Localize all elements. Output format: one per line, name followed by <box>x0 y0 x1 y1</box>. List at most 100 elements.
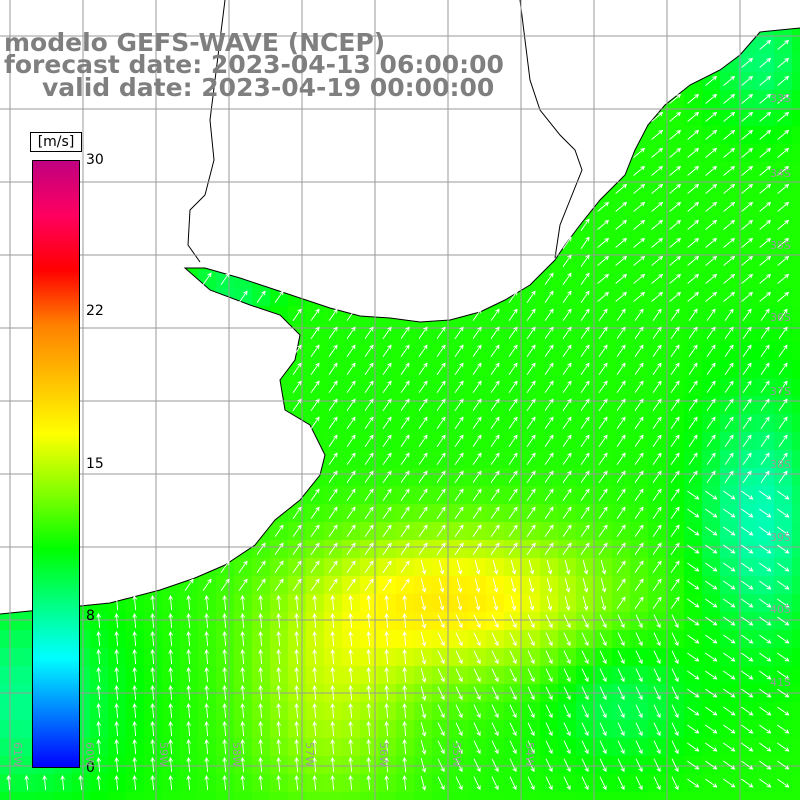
wind-arrow <box>563 668 571 683</box>
wind-arrow <box>436 326 446 339</box>
wind-arrow <box>491 758 499 773</box>
lon-label: 61W <box>11 742 24 767</box>
wind-arrow <box>741 508 754 518</box>
wind-arrow <box>222 685 227 701</box>
wind-arrow <box>364 398 374 411</box>
wind-arrow <box>186 667 191 683</box>
wind-arrow <box>96 739 101 755</box>
lat-label: 36S <box>770 311 791 324</box>
wind-arrow <box>723 670 736 680</box>
wind-arrow <box>364 380 374 393</box>
wind-arrow <box>132 667 137 683</box>
speed-cell <box>792 252 800 271</box>
wind-arrow <box>473 686 481 701</box>
wind-arrow <box>742 326 752 339</box>
speed-cell <box>0 702 19 721</box>
wind-arrow <box>527 686 535 701</box>
wind-arrow <box>653 614 661 629</box>
wind-arrow <box>310 488 320 501</box>
wind-arrow <box>418 470 428 483</box>
wind-arrow <box>741 165 754 176</box>
wind-arrow <box>454 380 464 393</box>
wind-arrow <box>634 380 644 393</box>
wind-arrow <box>436 416 446 429</box>
wind-arrow <box>456 596 463 611</box>
wind-arrow <box>437 740 445 755</box>
wind-arrow <box>276 649 281 665</box>
wind-arrow <box>670 398 680 411</box>
wind-arrow <box>563 740 571 755</box>
wind-arrow <box>400 434 410 447</box>
wind-arrow <box>202 272 212 285</box>
wind-arrow <box>402 631 407 647</box>
wind-arrow <box>760 380 770 393</box>
wind-arrow <box>150 631 155 647</box>
wind-arrow <box>741 93 754 104</box>
wind-arrow <box>741 129 754 140</box>
wind-arrow <box>274 578 284 591</box>
wind-arrow <box>723 93 736 104</box>
wind-arrow <box>615 183 628 194</box>
wind-arrow <box>671 722 679 737</box>
wind-arrow <box>706 308 716 321</box>
wind-arrow <box>454 470 464 483</box>
wind-arrow <box>420 614 427 629</box>
wind-arrow <box>204 595 209 611</box>
wind-arrow <box>759 93 772 104</box>
wind-arrow <box>346 488 356 501</box>
wind-arrow <box>546 596 553 611</box>
wind-arrow <box>220 560 230 573</box>
wind-arrow <box>418 524 428 537</box>
wind-arrow <box>581 722 589 737</box>
speed-cell <box>18 702 37 721</box>
wind-arrow <box>292 578 302 591</box>
wind-arrow <box>96 667 101 683</box>
wind-arrow <box>114 631 119 647</box>
wind-arrow <box>364 578 374 591</box>
wind-arrow <box>454 524 464 537</box>
wind-arrow <box>723 724 736 734</box>
wind-arrow <box>186 721 191 737</box>
wind-arrow <box>777 616 790 626</box>
wind-arrow <box>777 490 790 500</box>
speed-cell <box>216 792 235 800</box>
wind-arrow <box>222 775 227 791</box>
wind-arrow <box>724 416 734 429</box>
wind-arrow <box>455 722 463 737</box>
wind-arrow <box>564 578 571 593</box>
wind-arrow <box>364 452 374 465</box>
wind-arrow <box>581 614 589 629</box>
lat-label: 41S <box>770 676 791 689</box>
wind-arrow <box>634 434 644 447</box>
wind-arrow <box>222 613 227 629</box>
wind-arrow <box>492 560 499 575</box>
wind-arrow <box>581 740 589 755</box>
wind-arrow <box>544 362 554 375</box>
wind-arrow <box>705 688 718 698</box>
wind-arrow <box>402 775 407 791</box>
wind-arrow <box>581 704 589 719</box>
speed-cell <box>792 432 800 451</box>
wind-arrow <box>509 722 517 737</box>
wind-arrow <box>168 685 173 701</box>
wind-arrow <box>258 649 263 665</box>
wind-arrow <box>491 668 499 683</box>
wind-arrow <box>599 758 607 773</box>
wind-arrow <box>545 776 553 791</box>
wind-arrow <box>652 380 662 393</box>
wind-arrow <box>545 668 553 683</box>
wind-arrow <box>527 776 535 791</box>
wind-arrow <box>759 508 772 518</box>
wind-arrow <box>256 578 266 591</box>
wind-arrow <box>510 596 517 611</box>
wind-arrow <box>616 524 626 537</box>
wind-arrow <box>723 255 736 266</box>
wind-arrow <box>330 631 335 647</box>
wind-arrow <box>364 416 374 429</box>
wind-arrow <box>777 93 790 104</box>
wind-arrow <box>687 219 700 230</box>
wind-arrow <box>150 739 155 755</box>
wind-arrow <box>580 524 590 537</box>
wind-arrow <box>436 524 446 537</box>
wind-arrow <box>617 758 625 773</box>
